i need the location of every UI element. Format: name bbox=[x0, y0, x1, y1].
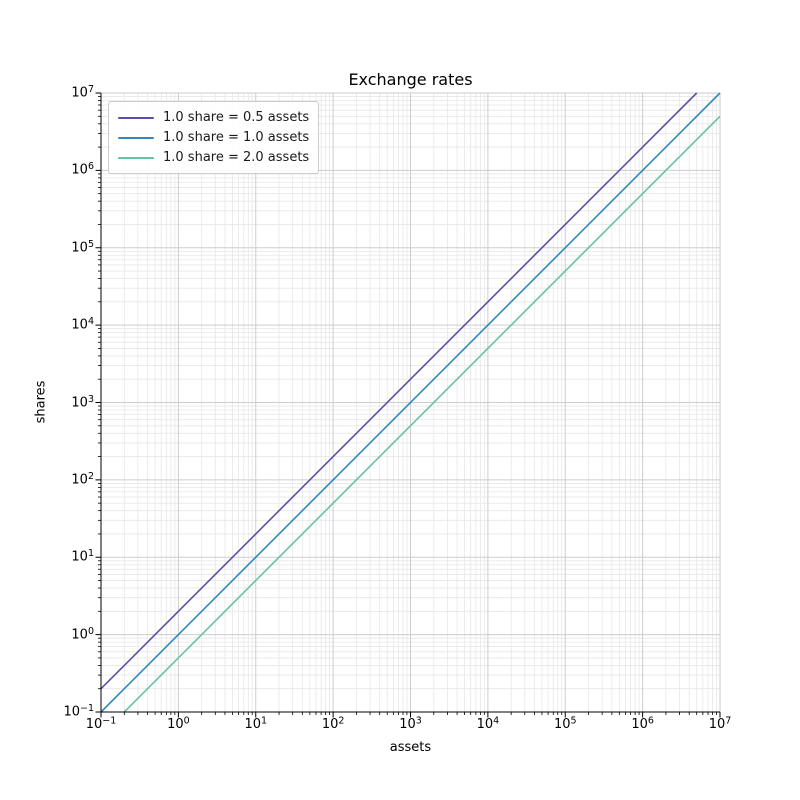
x-tick-label: 101 bbox=[244, 715, 268, 732]
y-tick-label: 103 bbox=[71, 393, 94, 410]
y-tick-label: 100 bbox=[71, 625, 94, 643]
series-line-1 bbox=[100, 92, 721, 713]
legend-line-sample bbox=[118, 136, 154, 139]
legend-entry: 1.0 share = 2.0 assets bbox=[118, 148, 309, 167]
legend-line-sample bbox=[118, 156, 154, 159]
legend-label: 1.0 share = 0.5 assets bbox=[163, 110, 310, 125]
x-tick-label: 10−1 bbox=[85, 715, 117, 732]
y-tick-label: 10−1 bbox=[63, 703, 94, 720]
y-tick-label: 105 bbox=[71, 238, 94, 256]
legend-label: 1.0 share = 1.0 assets bbox=[163, 130, 310, 145]
series-line-2 bbox=[123, 115, 721, 713]
y-tick-label: 101 bbox=[71, 548, 94, 565]
x-tick-label: 107 bbox=[708, 715, 732, 732]
chart-title: Exchange rates bbox=[348, 70, 473, 89]
legend-label: 1.0 share = 2.0 assets bbox=[163, 150, 310, 165]
legend-entry: 1.0 share = 0.5 assets bbox=[118, 108, 309, 127]
y-tick-label: 102 bbox=[71, 471, 94, 488]
x-tick-label: 106 bbox=[631, 715, 654, 732]
y-tick-label: 104 bbox=[71, 316, 94, 333]
x-axis-label: assets bbox=[389, 740, 432, 755]
x-tick-label: 105 bbox=[553, 715, 577, 732]
y-tick-label: 107 bbox=[71, 84, 94, 101]
x-tick-label: 103 bbox=[399, 715, 422, 732]
x-tick-label: 104 bbox=[476, 715, 500, 732]
y-tick-label: 106 bbox=[71, 161, 94, 178]
x-tick-label: 102 bbox=[321, 715, 345, 732]
legend: 1.0 share = 0.5 assets 1.0 share = 1.0 as… bbox=[108, 101, 320, 174]
x-tick-label: 100 bbox=[167, 715, 190, 732]
legend-entry: 1.0 share = 1.0 assets bbox=[118, 128, 309, 147]
legend-line-sample bbox=[118, 116, 154, 119]
series-line-0 bbox=[100, 92, 698, 690]
